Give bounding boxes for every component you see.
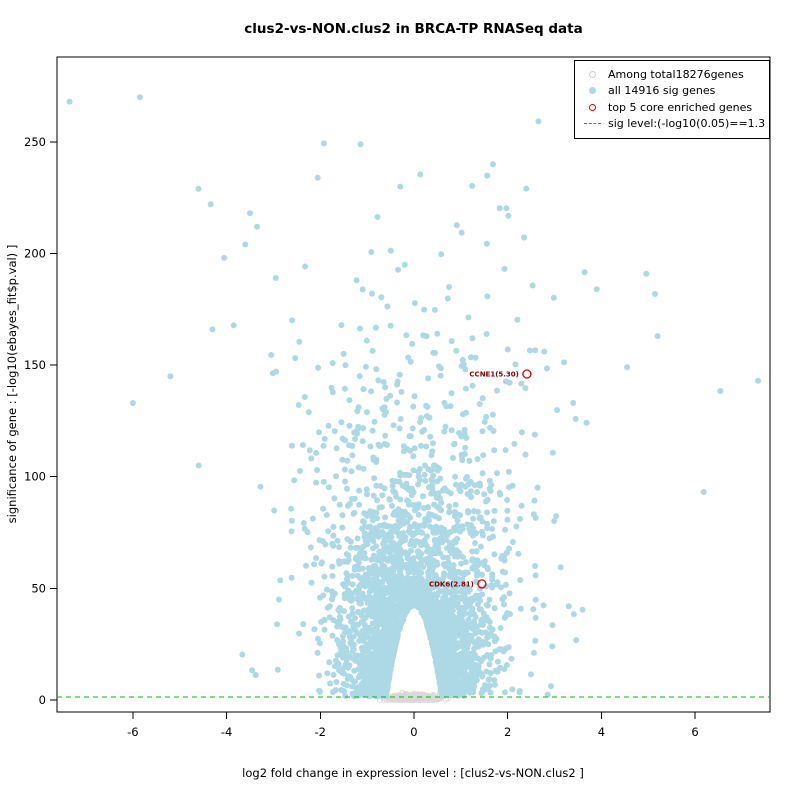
sig-gene-points [66,94,762,700]
legend-label: top 5 core enriched genes [608,100,753,114]
svg-text:CCNE1(5.30): CCNE1(5.30) [469,371,518,379]
y-axis-ticks: 0 50 100 150 200 250 [24,135,57,707]
svg-text:CDK6(2.81): CDK6(2.81) [429,580,474,588]
legend-label: sig level:(-log10(0.05)==1.3 [608,117,766,131]
svg-text:-2: -2 [315,725,326,739]
legend-item-core-enriched: top 5 core enriched genes [583,99,761,116]
gene-callout: CDK6(2.81) [429,579,487,589]
legend: Among total18276genes all 14916 sig gene… [574,60,770,139]
dashed-line-green-icon [583,123,601,125]
svg-text:100: 100 [24,470,46,484]
svg-text:-6: -6 [127,725,138,739]
plot-border [56,56,771,713]
legend-item-sig-level: sig level:(-log10(0.05)==1.3 [583,116,765,133]
filled-circle-blue-icon [583,87,601,95]
svg-text:2: 2 [504,725,511,739]
svg-text:6: 6 [691,725,698,739]
chart-title: clus2-vs-NON.clus2 in BRCA-TP RNASeq dat… [244,21,583,37]
svg-text:-4: -4 [221,725,232,739]
x-axis-label: log2 fold change in expression level : [… [242,766,584,780]
gene-callout: CCNE1(5.30) [469,369,532,379]
legend-item-total-genes: Among total18276genes [583,66,761,83]
svg-text:50: 50 [31,581,46,595]
svg-text:0: 0 [39,693,46,707]
legend-label: Among total18276genes [608,67,744,81]
svg-text:200: 200 [24,246,46,260]
svg-text:150: 150 [24,358,46,372]
open-circle-red-icon [583,103,601,111]
svg-text:0: 0 [410,725,417,739]
legend-item-sig-genes: all 14916 sig genes [583,83,761,100]
svg-text:4: 4 [598,725,605,739]
x-axis-ticks: -6 -4 -2 0 2 4 6 [127,712,699,739]
open-circle-gray-icon [583,70,601,78]
y-axis-label: significance of gene : [-log10(ebayes_fi… [5,245,19,524]
svg-text:250: 250 [24,135,46,149]
legend-label: all 14916 sig genes [608,84,716,98]
